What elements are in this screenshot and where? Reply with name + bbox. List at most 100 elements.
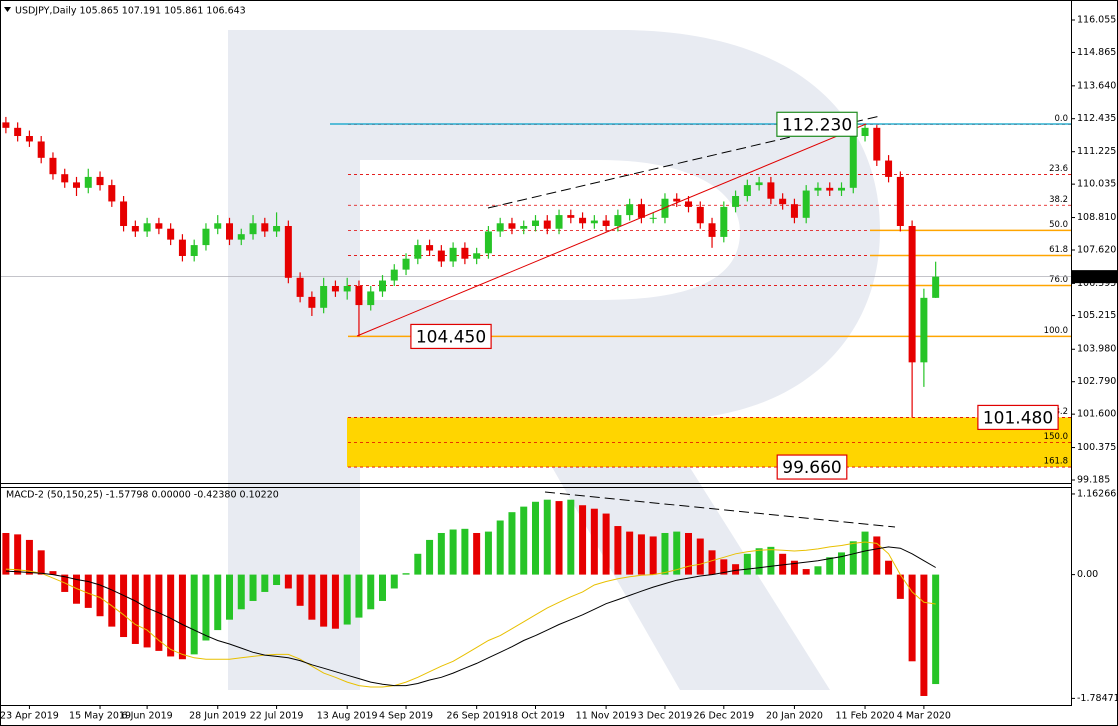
candle-body bbox=[14, 127, 22, 137]
candle-body bbox=[131, 225, 139, 232]
candle-body bbox=[261, 223, 269, 232]
macd-bar bbox=[131, 574, 139, 644]
candle-body bbox=[920, 297, 928, 363]
y-tick-label: 110.035 bbox=[1077, 179, 1116, 190]
price-annotation bbox=[410, 323, 492, 350]
candle-body bbox=[449, 247, 457, 262]
price-annotation-label: 101.480 bbox=[983, 408, 1053, 428]
macd-bar bbox=[661, 532, 669, 575]
macd-bar bbox=[14, 534, 22, 575]
macd-bar bbox=[908, 574, 916, 662]
y-tick-label: 1.16266 bbox=[1077, 488, 1116, 499]
macd-bar bbox=[579, 505, 587, 575]
macd-bar bbox=[508, 512, 516, 575]
x-tick-label: 11 Feb 2020 bbox=[835, 711, 894, 722]
macd-bar bbox=[767, 546, 775, 575]
candle-body bbox=[685, 201, 692, 207]
candle-body bbox=[296, 277, 304, 297]
candle-body bbox=[838, 187, 845, 191]
macd-bar bbox=[426, 539, 434, 575]
x-tick-label: 22 Jul 2019 bbox=[250, 711, 304, 722]
macd-bar bbox=[873, 536, 881, 575]
candle-body bbox=[355, 285, 363, 306]
y-tick-label: 106.395 bbox=[1077, 278, 1116, 289]
candle-body bbox=[2, 122, 10, 128]
candle-body bbox=[590, 220, 598, 224]
macd-bar bbox=[649, 536, 657, 575]
y-tick-label: 111.225 bbox=[1077, 146, 1116, 157]
trend-line bbox=[356, 123, 867, 337]
macd-bar bbox=[402, 573, 410, 575]
macd-bar bbox=[720, 559, 728, 575]
macd-bar bbox=[449, 529, 457, 575]
candle-body bbox=[602, 220, 610, 226]
candle-body bbox=[555, 215, 563, 229]
macd-bar bbox=[143, 574, 151, 648]
macd-bar bbox=[178, 574, 186, 660]
candle-body bbox=[543, 220, 551, 229]
x-tick-label: 20 Jan 2020 bbox=[766, 711, 823, 722]
candle-body bbox=[320, 285, 328, 308]
macd-bar bbox=[755, 548, 763, 575]
y-tick-label: 114.865 bbox=[1077, 47, 1116, 58]
candle-body bbox=[167, 228, 175, 240]
price-annotation-label: 99.660 bbox=[782, 458, 841, 478]
candle-body bbox=[437, 250, 445, 262]
candle-body bbox=[932, 276, 940, 298]
macd-bar bbox=[226, 574, 233, 620]
candle-body bbox=[202, 228, 210, 246]
candle-body bbox=[190, 245, 198, 256]
macd-bar bbox=[461, 528, 469, 575]
candle-body bbox=[214, 223, 222, 229]
fib-label: 50.0 bbox=[1049, 220, 1068, 230]
macd-bar bbox=[743, 553, 751, 575]
candle-body bbox=[402, 258, 410, 270]
macd-bar bbox=[284, 574, 292, 589]
macd-bar bbox=[520, 506, 528, 575]
y-tick-label: 102.790 bbox=[1077, 376, 1116, 387]
candle-body bbox=[779, 198, 787, 205]
candle-body bbox=[614, 215, 622, 226]
y-tick-label: 99.185 bbox=[1077, 475, 1110, 486]
macd-bar bbox=[343, 574, 351, 625]
candle-body bbox=[802, 190, 810, 218]
fib-label: 76.0 bbox=[1049, 275, 1068, 285]
candle-body bbox=[49, 157, 57, 175]
macd-bar bbox=[49, 571, 57, 575]
last-price-tag bbox=[1072, 270, 1117, 284]
candle-body bbox=[25, 136, 33, 142]
candle-body bbox=[343, 285, 351, 292]
candle-body bbox=[532, 220, 539, 226]
macd-bar bbox=[308, 574, 316, 620]
macd-bar bbox=[390, 574, 398, 589]
macd-bar bbox=[379, 574, 386, 601]
candle-body bbox=[461, 247, 469, 259]
macd-bar bbox=[696, 538, 704, 575]
fib-label: 100.0 bbox=[1044, 326, 1068, 336]
macd-bar bbox=[602, 513, 610, 575]
menu-arrow[interactable] bbox=[4, 7, 11, 12]
candle-body bbox=[237, 234, 245, 240]
macd-line bbox=[5, 541, 936, 688]
candle-body bbox=[720, 206, 728, 237]
candle-body bbox=[484, 231, 492, 254]
x-tick-label: 4 Mar 2020 bbox=[897, 711, 951, 722]
candle-body bbox=[37, 141, 45, 158]
x-tick-label: 26 Sep 2019 bbox=[447, 711, 507, 722]
candle-body bbox=[708, 223, 716, 237]
macd-line bbox=[5, 546, 936, 687]
fib-label: 0.0 bbox=[1054, 114, 1068, 124]
candle-body bbox=[520, 225, 528, 229]
macd-bar bbox=[626, 531, 634, 575]
candle-body bbox=[567, 215, 575, 218]
candle-body bbox=[73, 182, 80, 188]
fib-label: 61.8 bbox=[1049, 245, 1068, 255]
macd-bar bbox=[355, 574, 363, 618]
y-tick-label: 107.620 bbox=[1077, 244, 1116, 255]
macd-bar bbox=[861, 531, 869, 575]
candle-body bbox=[908, 225, 916, 363]
last-price-label: 106.643 bbox=[1075, 271, 1114, 282]
y-tick-label: 108.810 bbox=[1077, 212, 1116, 223]
y-tick-label: 101.600 bbox=[1077, 409, 1116, 420]
